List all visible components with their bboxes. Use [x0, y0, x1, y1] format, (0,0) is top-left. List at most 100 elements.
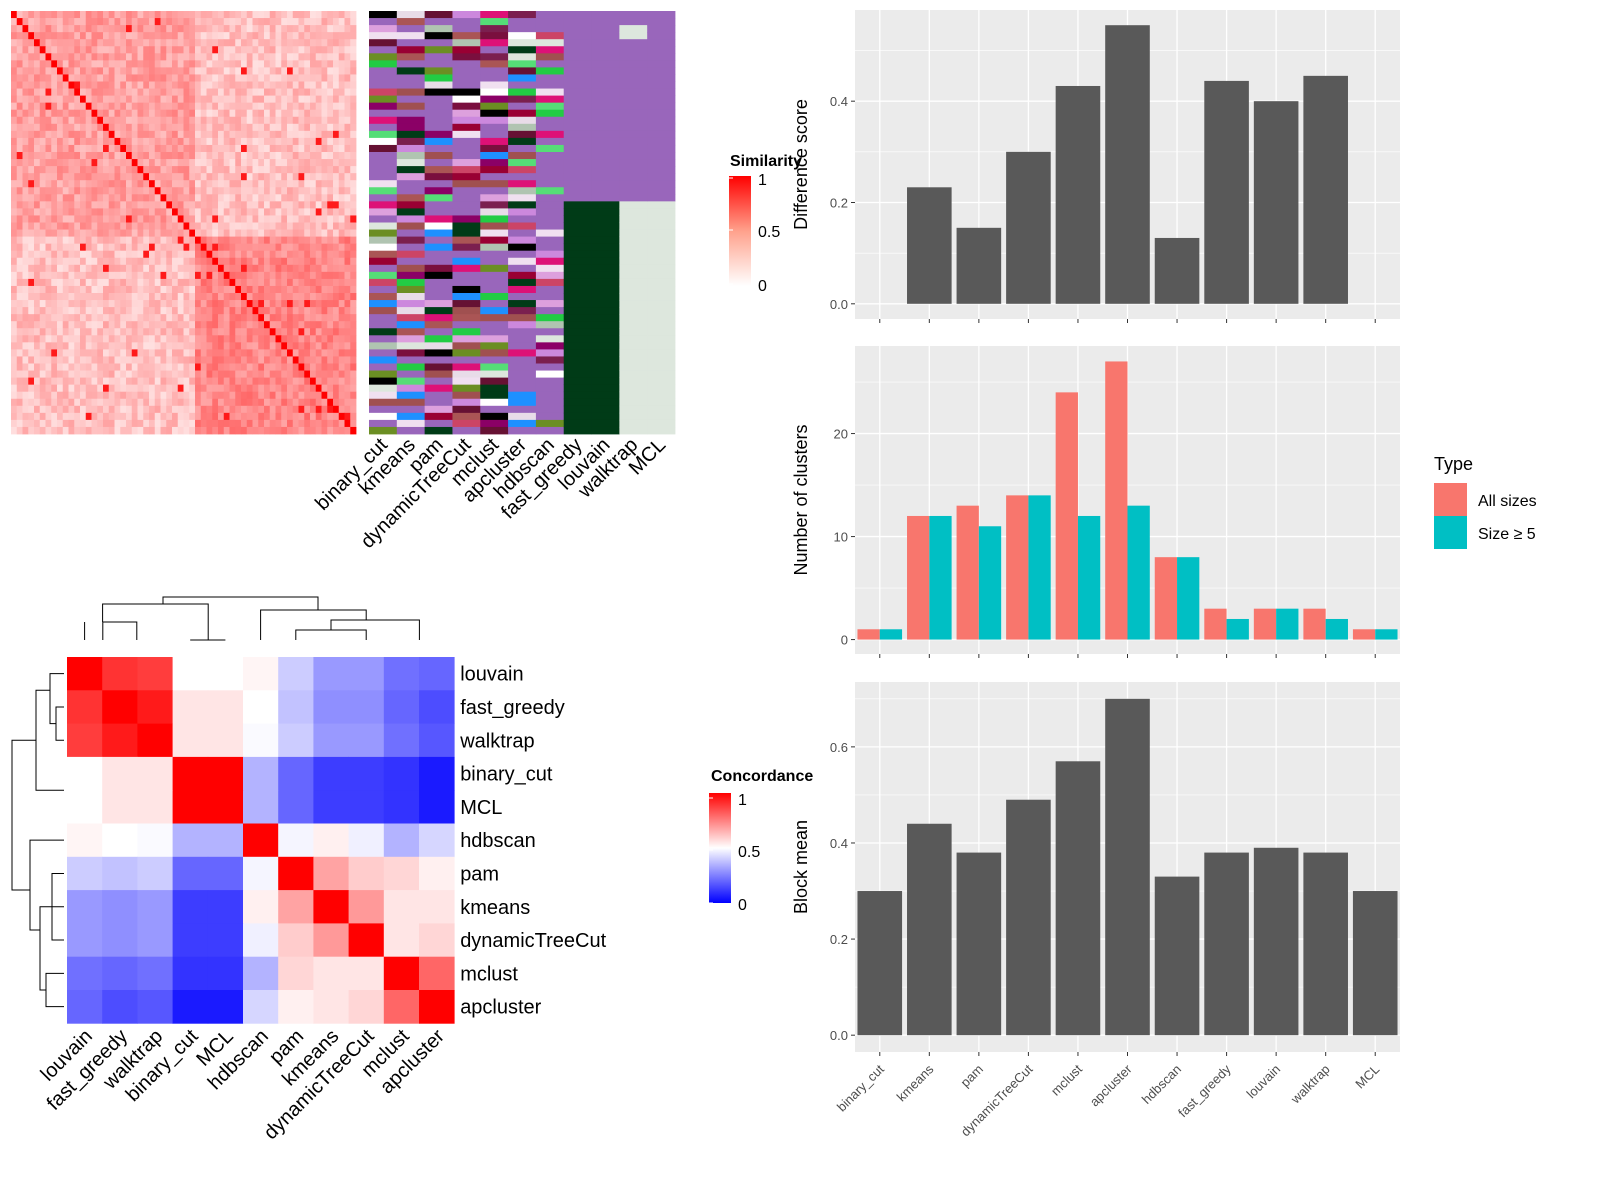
- similarity-cell: [229, 398, 236, 407]
- similarity-cell: [177, 88, 184, 96]
- similarity-cell: [235, 278, 242, 287]
- annotation-cell: [396, 278, 426, 287]
- annotation-cell: [396, 363, 426, 371]
- similarity-cell: [212, 229, 219, 237]
- similarity-cell: [338, 349, 345, 357]
- similarity-cell: [126, 32, 133, 40]
- annotation-cell: [535, 300, 565, 308]
- similarity-cell: [258, 278, 265, 287]
- similarity-cell: [114, 46, 121, 54]
- similarity-cell: [321, 257, 328, 266]
- similarity-cell: [235, 363, 242, 371]
- similarity-cell: [160, 419, 167, 428]
- similarity-cell: [166, 426, 173, 435]
- similarity-cell: [149, 159, 156, 167]
- annotation-cell: [591, 25, 620, 33]
- annotation-cell: [591, 18, 620, 26]
- similarity-cell: [292, 137, 299, 146]
- similarity-cell: [62, 116, 69, 125]
- concordance-cell: [419, 790, 455, 824]
- similarity-cell: [281, 356, 288, 364]
- similarity-cell: [74, 187, 81, 195]
- similarity-cell: [16, 229, 23, 237]
- similarity-cell: [126, 405, 133, 414]
- annotation-cell: [396, 342, 426, 350]
- similarity-cell: [344, 88, 351, 96]
- similarity-cell: [28, 201, 35, 209]
- similarity-cell: [177, 95, 184, 104]
- annotation-cell: [369, 95, 398, 104]
- similarity-cell: [62, 356, 69, 364]
- similarity-cell: [62, 25, 69, 33]
- concordance-cell: [348, 856, 385, 891]
- similarity-cell: [281, 11, 288, 19]
- similarity-cell: [39, 307, 46, 315]
- similarity-cell: [212, 60, 219, 68]
- similarity-cell: [298, 342, 305, 350]
- similarity-cell: [189, 152, 196, 160]
- similarity-cell: [16, 335, 23, 343]
- similarity-cell: [97, 314, 104, 322]
- similarity-cell: [218, 293, 225, 301]
- similarity-cell: [45, 363, 52, 371]
- similarity-cell: [62, 363, 69, 371]
- similarity-cell: [114, 264, 121, 273]
- similarity-cell: [223, 88, 230, 96]
- similarity-cell: [252, 25, 259, 33]
- similarity-cell: [218, 67, 225, 75]
- similarity-cell: [131, 39, 138, 47]
- similarity-cell: [172, 398, 179, 407]
- similarity-cell: [315, 335, 322, 343]
- annotation-cell: [396, 18, 426, 26]
- similarity-cell: [344, 342, 351, 350]
- similarity-cell: [62, 222, 69, 230]
- similarity-cell: [22, 243, 29, 252]
- similarity-cell: [131, 328, 138, 336]
- bar: [1105, 698, 1150, 1036]
- similarity-cell: [189, 257, 196, 266]
- similarity-cell: [287, 18, 294, 26]
- similarity-cell: [189, 391, 196, 400]
- similarity-cell: [28, 74, 35, 82]
- annotation-cell: [452, 363, 481, 371]
- similarity-cell: [304, 250, 311, 259]
- similarity-cell: [235, 412, 242, 421]
- similarity-cell: [315, 88, 322, 96]
- annotation-cell: [563, 109, 592, 118]
- similarity-cell: [310, 236, 317, 245]
- similarity-cell: [327, 314, 334, 322]
- similarity-cell: [114, 285, 121, 294]
- similarity-cell: [241, 215, 248, 223]
- similarity-cell: [189, 102, 196, 111]
- annotation-cell: [508, 398, 537, 407]
- similarity-cell: [51, 398, 58, 407]
- similarity-cell: [298, 426, 305, 435]
- annotation-cell: [424, 349, 453, 357]
- similarity-cell: [28, 166, 35, 174]
- similarity-cell: [223, 271, 230, 280]
- similarity-cell: [344, 95, 351, 104]
- similarity-cell: [108, 180, 115, 188]
- similarity-cell: [154, 314, 161, 322]
- similarity-cell: [131, 229, 138, 237]
- similarity-cell: [246, 109, 253, 118]
- similarity-cell: [51, 144, 58, 153]
- similarity-cell: [16, 328, 23, 336]
- similarity-cell: [264, 250, 271, 259]
- similarity-cell: [189, 370, 196, 378]
- similarity-cell: [166, 278, 173, 287]
- similarity-cell: [62, 264, 69, 273]
- similarity-cell: [114, 257, 121, 266]
- similarity-cell: [74, 201, 81, 209]
- similarity-cell: [327, 180, 334, 188]
- similarity-cell: [241, 342, 248, 350]
- similarity-cell: [34, 300, 41, 308]
- similarity-cell: [183, 25, 190, 33]
- annotation-cell: [369, 370, 398, 378]
- similarity-cell: [189, 67, 196, 75]
- similarity-cell: [310, 314, 317, 322]
- similarity-cell: [22, 159, 29, 167]
- similarity-cell: [327, 335, 334, 343]
- similarity-cell: [218, 32, 225, 40]
- similarity-cell: [258, 293, 265, 301]
